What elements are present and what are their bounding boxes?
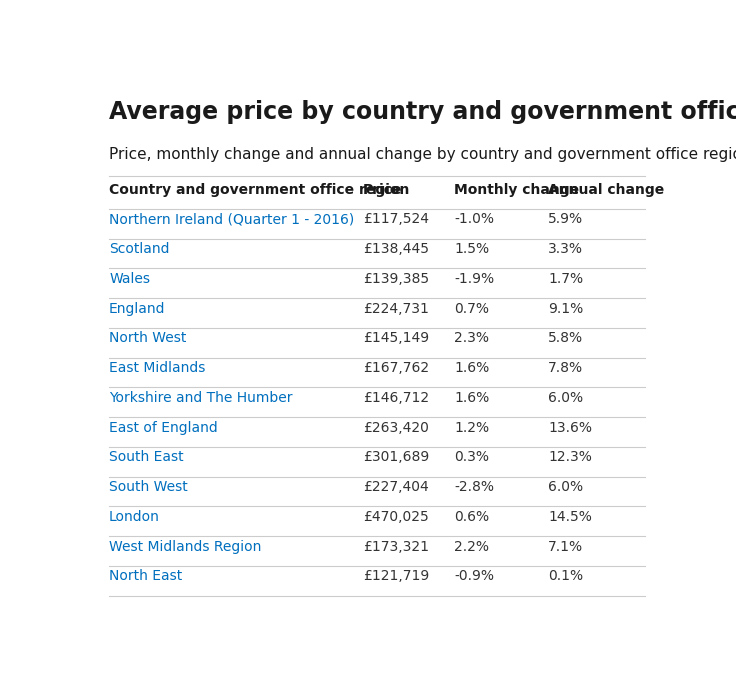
- Text: £301,689: £301,689: [363, 450, 429, 464]
- Text: Yorkshire and The Humber: Yorkshire and The Humber: [109, 391, 293, 405]
- Text: 0.1%: 0.1%: [548, 570, 584, 584]
- Text: 2.2%: 2.2%: [454, 540, 489, 554]
- Text: 12.3%: 12.3%: [548, 450, 592, 464]
- Text: 6.0%: 6.0%: [548, 391, 584, 405]
- Text: £167,762: £167,762: [363, 361, 429, 375]
- Text: 14.5%: 14.5%: [548, 510, 592, 524]
- Text: 2.3%: 2.3%: [454, 332, 489, 345]
- Text: 13.6%: 13.6%: [548, 420, 592, 435]
- Text: Northern Ireland (Quarter 1 - 2016): Northern Ireland (Quarter 1 - 2016): [109, 212, 354, 226]
- Text: 0.7%: 0.7%: [454, 302, 489, 316]
- Text: 5.9%: 5.9%: [548, 212, 584, 226]
- Text: 1.2%: 1.2%: [454, 420, 489, 435]
- Text: London: London: [109, 510, 160, 524]
- Text: 0.3%: 0.3%: [454, 450, 489, 464]
- Text: Price: Price: [363, 183, 403, 197]
- Text: 1.6%: 1.6%: [454, 361, 489, 375]
- Text: 0.6%: 0.6%: [454, 510, 489, 524]
- Text: £138,445: £138,445: [363, 242, 429, 256]
- Text: £227,404: £227,404: [363, 480, 428, 494]
- Text: Monthly change: Monthly change: [454, 183, 579, 197]
- Text: 1.7%: 1.7%: [548, 272, 584, 286]
- Text: Average price by country and government office region: Average price by country and government …: [109, 100, 736, 123]
- Text: £145,149: £145,149: [363, 332, 429, 345]
- Text: £173,321: £173,321: [363, 540, 429, 554]
- Text: South West: South West: [109, 480, 188, 494]
- Text: West Midlands Region: West Midlands Region: [109, 540, 261, 554]
- Text: 9.1%: 9.1%: [548, 302, 584, 316]
- Text: Annual change: Annual change: [548, 183, 665, 197]
- Text: £224,731: £224,731: [363, 302, 429, 316]
- Text: -2.8%: -2.8%: [454, 480, 494, 494]
- Text: Wales: Wales: [109, 272, 150, 286]
- Text: 5.8%: 5.8%: [548, 332, 584, 345]
- Text: South East: South East: [109, 450, 184, 464]
- Text: £139,385: £139,385: [363, 272, 429, 286]
- Text: -1.0%: -1.0%: [454, 212, 494, 226]
- Text: England: England: [109, 302, 166, 316]
- Text: 1.6%: 1.6%: [454, 391, 489, 405]
- Text: East Midlands: East Midlands: [109, 361, 205, 375]
- Text: Price, monthly change and annual change by country and government office region: Price, monthly change and annual change …: [109, 146, 736, 161]
- Text: £117,524: £117,524: [363, 212, 429, 226]
- Text: £470,025: £470,025: [363, 510, 428, 524]
- Text: 1.5%: 1.5%: [454, 242, 489, 256]
- Text: 6.0%: 6.0%: [548, 480, 584, 494]
- Text: 3.3%: 3.3%: [548, 242, 584, 256]
- Text: North West: North West: [109, 332, 186, 345]
- Text: £121,719: £121,719: [363, 570, 429, 584]
- Text: East of England: East of England: [109, 420, 218, 435]
- Text: -0.9%: -0.9%: [454, 570, 494, 584]
- Text: Scotland: Scotland: [109, 242, 169, 256]
- Text: -1.9%: -1.9%: [454, 272, 495, 286]
- Text: 7.8%: 7.8%: [548, 361, 584, 375]
- Text: North East: North East: [109, 570, 183, 584]
- Text: £146,712: £146,712: [363, 391, 429, 405]
- Text: 7.1%: 7.1%: [548, 540, 584, 554]
- Text: £263,420: £263,420: [363, 420, 429, 435]
- Text: Country and government office region: Country and government office region: [109, 183, 409, 197]
